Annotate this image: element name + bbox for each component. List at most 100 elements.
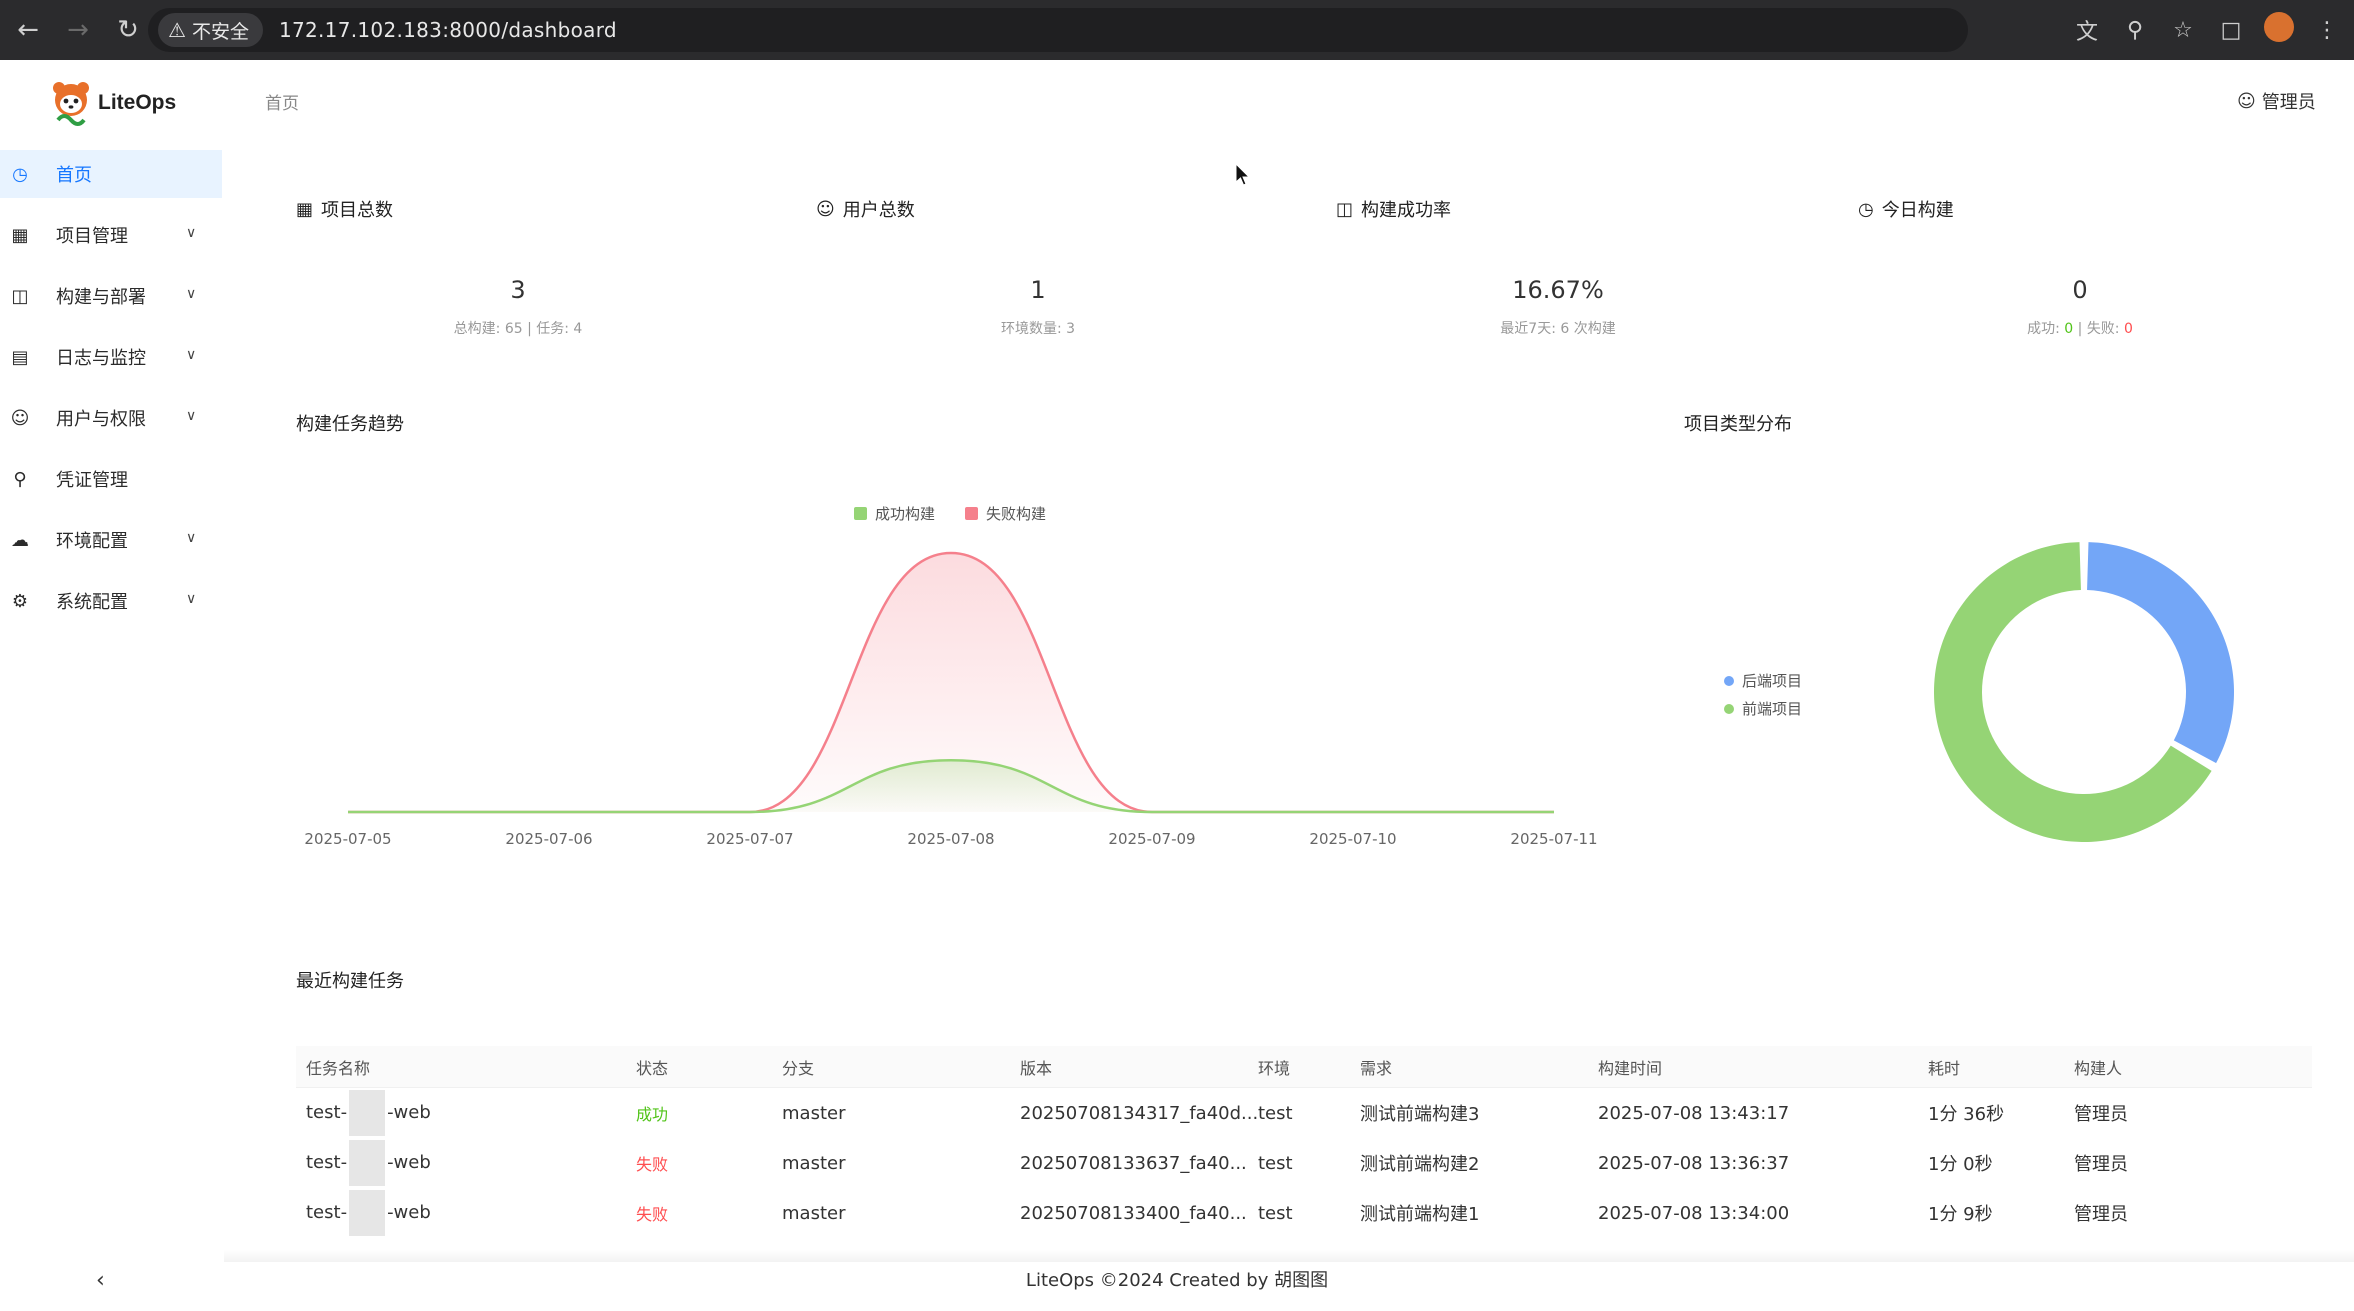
sidebar: LiteOps ◷ 首页 ▦ 项目管理 ∨ ◫ 构建与部署 ∨ ▤ 日志与监控 … — [0, 60, 224, 1311]
sidebar-item-logs-monitor[interactable]: ▤ 日志与监控 ∨ — [0, 333, 224, 381]
sidebar-item-label: 用户与权限 — [56, 409, 146, 430]
breadcrumb[interactable]: 首页 — [265, 94, 299, 114]
legend-label: 成功构建 — [875, 505, 936, 523]
redacted-block — [349, 1190, 386, 1236]
requirement-cell: 测试前端构建1 — [1360, 1204, 1480, 1225]
bookmark-star-icon[interactable]: ☆ — [2173, 17, 2193, 43]
clock-icon: ◷ — [1858, 198, 1874, 220]
browser-toolbar: ← → ↻ ⚠ 不安全 172.17.102.183:8000/dashboar… — [0, 0, 2354, 60]
chevron-down-icon: ∨ — [186, 530, 197, 546]
chevron-down-icon: ∨ — [186, 408, 197, 424]
profile-avatar[interactable] — [2262, 12, 2296, 48]
legend-label: 后端项目 — [1742, 672, 1803, 690]
series-area-0 — [348, 760, 1554, 812]
translate-icon[interactable]: 文 — [2075, 20, 2098, 45]
col-header: 需求 — [1360, 1058, 1393, 1078]
log-icon: ▤ — [11, 346, 29, 368]
status-badge: 成功 — [636, 1105, 669, 1124]
user-icon: ☺ — [2237, 90, 2256, 112]
back-icon[interactable]: ← — [17, 15, 39, 45]
chevron-down-icon: ∨ — [186, 591, 197, 607]
chevron-down-icon: ∨ — [186, 347, 197, 363]
builder-cell: 管理员 — [2074, 1204, 2128, 1225]
trend-chart-title: 构建任务趋势 — [296, 414, 404, 435]
build-time-cell: 2025-07-08 13:43:17 — [1598, 1102, 1790, 1124]
legend-success[interactable]: 成功构建 — [854, 503, 935, 524]
reload-icon[interactable]: ↻ — [117, 15, 139, 45]
sidebar-item-users-permissions[interactable]: ☺ 用户与权限 ∨ — [0, 394, 224, 442]
branch-cell: master — [782, 1202, 846, 1224]
x-tick-label: 2025-07-10 — [1309, 830, 1396, 848]
donut-slice-1[interactable] — [1934, 542, 2212, 842]
task-name-cell[interactable]: test- -web — [306, 1190, 431, 1236]
sidebar-item-projects[interactable]: ▦ 项目管理 ∨ — [0, 211, 224, 259]
task-name-suffix: -web — [387, 1202, 431, 1223]
user-name: 管理员 — [2261, 92, 2316, 113]
more-menu-icon[interactable]: ⋮ — [2316, 17, 2338, 43]
sidebar-item-environments[interactable]: ☁ 环境配置 ∨ — [0, 516, 224, 564]
x-tick-label: 2025-07-11 — [1510, 830, 1597, 848]
chevron-down-icon: ∨ — [186, 286, 197, 302]
duration-cell: 1分 36秒 — [1928, 1104, 2005, 1125]
donut-slice-0[interactable] — [2087, 542, 2234, 764]
url-text[interactable]: 172.17.102.183:8000/dashboard — [278, 18, 617, 42]
stat-projects-value: 3 — [510, 276, 526, 304]
sidebar-item-build-deploy[interactable]: ◫ 构建与部署 ∨ — [0, 272, 224, 320]
build-icon: ◫ — [11, 285, 29, 307]
pie-legend-frontend[interactable]: 前端项目 — [1724, 698, 1802, 719]
stat-projects-sub: 总构建: 65 | 任务: 4 — [453, 321, 583, 337]
col-header: 版本 — [1020, 1058, 1053, 1078]
status-badge: 失败 — [636, 1205, 669, 1224]
stat-today-label: ◷ 今日构建 — [1858, 196, 1954, 222]
legend-swatch — [854, 507, 867, 520]
address-bar[interactable]: ⚠ 不安全 172.17.102.183:8000/dashboard — [148, 8, 1968, 52]
sidebar-item-system-settings[interactable]: ⚙ 系统配置 ∨ — [0, 577, 224, 625]
table-row[interactable]: test- -web 失败 master 20250708133400_fa40... t… — [296, 1188, 2312, 1238]
status-badge: 失败 — [636, 1155, 669, 1174]
stat-users-value: 1 — [1030, 276, 1046, 304]
redacted-block — [349, 1140, 386, 1186]
stat-success-rate-value: 16.67% — [1512, 276, 1604, 304]
security-chip[interactable]: ⚠ 不安全 — [158, 13, 263, 47]
extensions-icon[interactable]: □ — [2220, 17, 2242, 43]
gear-icon: ⚙ — [11, 590, 29, 612]
trend-chart: 2025-07-05 2025-07-06 2025-07-07 2025-07-08… — [304, 551, 1598, 848]
zoom-icon[interactable]: ⚲ — [2126, 17, 2144, 43]
distribution-chart-title: 项目类型分布 — [1684, 414, 1792, 435]
task-name-cell[interactable]: test- -web — [306, 1090, 431, 1136]
series-line-0[interactable] — [348, 758, 1554, 814]
forward-icon[interactable]: → — [67, 15, 89, 45]
x-tick-label: 2025-07-06 — [505, 830, 592, 848]
sidebar-item-home[interactable]: ◷ 首页 — [0, 150, 222, 198]
table-row[interactable]: test- -web 失败 master 20250708133637_fa40... t… — [296, 1138, 2312, 1188]
legend-fail[interactable]: 失败构建 — [965, 503, 1046, 524]
branch-cell: master — [782, 1102, 846, 1124]
task-name-cell[interactable]: test- -web — [306, 1140, 431, 1186]
task-name-suffix: -web — [387, 1102, 431, 1123]
dashboard-icon: ◷ — [12, 163, 28, 185]
sidebar-item-label: 日志与监控 — [56, 348, 146, 369]
sidebar-item-label: 凭证管理 — [56, 470, 128, 491]
task-name-prefix: test- — [306, 1102, 348, 1123]
pie-legend-backend[interactable]: 后端项目 — [1724, 670, 1802, 691]
app-logo[interactable]: LiteOps — [50, 80, 176, 126]
version-cell: 20250708133400_fa40... — [1020, 1202, 1247, 1224]
project-icon: ▦ — [11, 224, 29, 246]
version-cell: 20250708134317_fa40d... — [1020, 1102, 1259, 1124]
footer: LiteOps ©2024 Created by 胡图图 — [1025, 1270, 1329, 1291]
table-row[interactable]: test- -web 成功 master 20250708134317_fa40d...… — [296, 1088, 2312, 1138]
collapse-sidebar-icon[interactable]: ‹ — [96, 1268, 105, 1293]
sidebar-item-label: 环境配置 — [56, 531, 128, 552]
today-fail-value: 0 — [2123, 321, 2133, 337]
col-header: 状态 — [636, 1058, 669, 1078]
x-tick-label: 2025-07-09 — [1108, 830, 1195, 848]
project-icon: ▦ — [296, 198, 314, 220]
col-header: 耗时 — [1928, 1058, 1961, 1078]
redacted-block — [349, 1090, 386, 1136]
red-panda-logo-icon — [53, 82, 89, 126]
version-cell: 20250708133637_fa40... — [1020, 1152, 1247, 1174]
sidebar-item-credentials[interactable]: ⚲ 凭证管理 — [0, 455, 224, 503]
today-success-value: 0 — [2064, 321, 2074, 337]
build-time-cell: 2025-07-08 13:36:37 — [1598, 1152, 1790, 1174]
user-menu[interactable]: ☺ 管理员 — [2237, 88, 2316, 114]
